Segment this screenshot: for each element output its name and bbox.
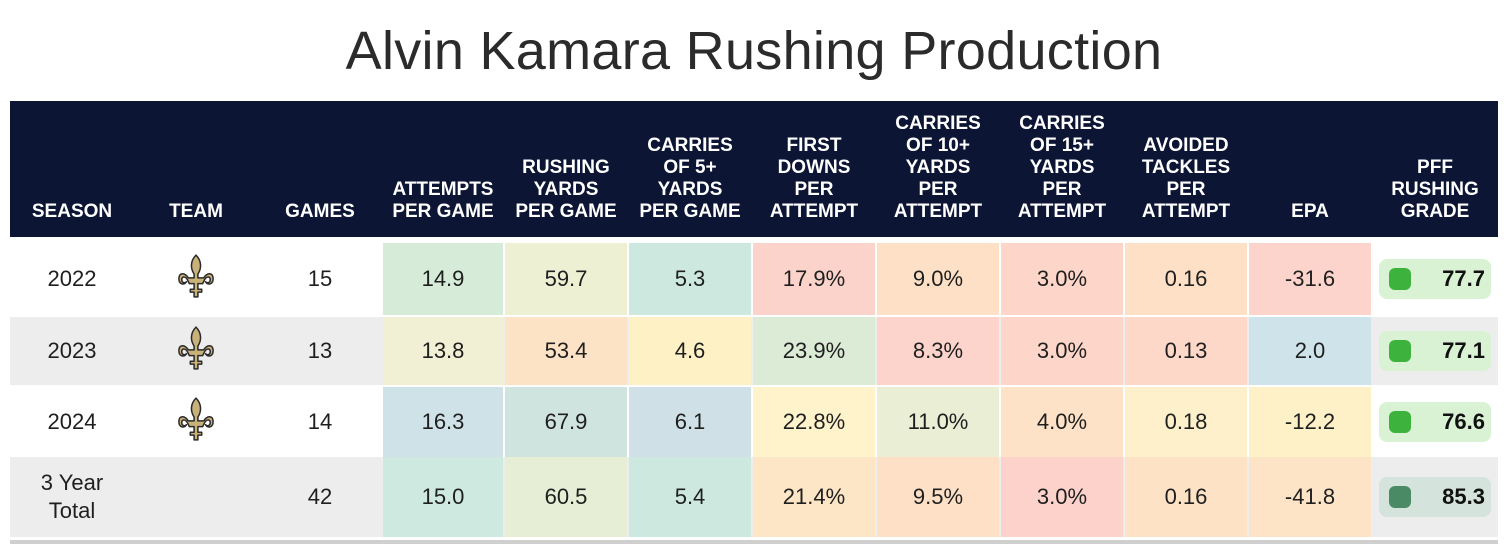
- grade-indicator-icon: [1389, 340, 1411, 362]
- stat-cell: 22.8%: [753, 387, 875, 457]
- stat-cell: 5.4: [629, 457, 751, 537]
- season-cell: 3 Year Total: [40, 470, 104, 523]
- stat-cell: 2.0: [1249, 317, 1371, 385]
- stat-cell: 3.0%: [1001, 243, 1123, 315]
- stat-cell: 5.3: [629, 243, 751, 315]
- season-cell: 2023: [47, 338, 97, 363]
- grade-value: 77.1: [1442, 338, 1485, 363]
- column-header: CARRIES OF 5+ YARDS PER GAME: [639, 135, 741, 222]
- grade-value: 76.6: [1442, 409, 1485, 434]
- stat-cell: 3.0%: [1001, 317, 1123, 385]
- stat-cell: 15.0: [383, 457, 503, 537]
- table-bottom-border: [10, 540, 1498, 544]
- column-header: CARRIES OF 15+ YARDS PER ATTEMPT: [1017, 113, 1107, 222]
- table-header: SEASON TEAM GAMES ATTEMPTS PER GAME RUSHING …: [10, 101, 1498, 237]
- grade-indicator-icon: [1389, 411, 1411, 433]
- column-header: TEAM: [169, 201, 223, 222]
- grade-value: 77.7: [1442, 266, 1485, 291]
- grade-cell: 85.3: [1372, 457, 1498, 537]
- table-row: 2022 15 14.9 59.7 5.3 17.9% 9.0% 3.0% 0.16 -31.6 7…: [10, 243, 1498, 315]
- stats-table: SEASON TEAM GAMES ATTEMPTS PER GAME RUSHING …: [10, 101, 1498, 537]
- season-cell: 2022: [47, 266, 97, 291]
- stat-cell: 8.3%: [877, 317, 999, 385]
- grade-cell: 76.6: [1372, 387, 1498, 457]
- stat-cell: -31.6: [1249, 243, 1371, 315]
- column-header: RUSHING YARDS PER GAME: [515, 157, 617, 222]
- column-header: PFF RUSHING GRADE: [1391, 157, 1479, 222]
- column-header: CARRIES OF 10+ YARDS PER ATTEMPT: [893, 113, 983, 222]
- stat-cell: -12.2: [1249, 387, 1371, 457]
- stat-cell: 0.13: [1125, 317, 1247, 385]
- column-header: GAMES: [285, 201, 355, 222]
- table-row: 2024 14 16.3 67.9 6.1 22.8% 11.0% 4.0% 0.18 -12.2…: [10, 387, 1498, 457]
- grade-indicator-icon: [1389, 486, 1411, 508]
- team-cell: [134, 457, 258, 537]
- column-header: EPA: [1291, 201, 1329, 222]
- games-cell: 15: [307, 266, 333, 291]
- column-header: FIRST DOWNS PER ATTEMPT: [769, 135, 859, 222]
- column-header: AVOIDED TACKLES PER ATTEMPT: [1141, 135, 1231, 222]
- stat-cell: 6.1: [629, 387, 751, 457]
- stat-cell: 17.9%: [753, 243, 875, 315]
- fleur-de-lis-icon: [177, 396, 215, 449]
- team-cell: [134, 387, 258, 457]
- stat-cell: 0.18: [1125, 387, 1247, 457]
- stat-cell: 67.9: [505, 387, 627, 457]
- grade-indicator-icon: [1389, 268, 1411, 290]
- stat-cell: 14.9: [383, 243, 503, 315]
- team-cell: [134, 317, 258, 385]
- table-row: 2023 13 13.8 53.4 4.6 23.9% 8.3% 3.0% 0.13 2.0 77.…: [10, 317, 1498, 385]
- games-cell: 14: [307, 409, 333, 434]
- fleur-de-lis-icon: [177, 253, 215, 306]
- team-cell: [134, 243, 258, 315]
- stat-cell: 4.0%: [1001, 387, 1123, 457]
- stat-cell: 9.5%: [877, 457, 999, 537]
- grade-value: 85.3: [1442, 484, 1485, 509]
- season-cell: 2024: [47, 409, 97, 434]
- grade-badge: 85.3: [1379, 477, 1491, 517]
- stat-cell: 13.8: [383, 317, 503, 385]
- stat-cell: 9.0%: [877, 243, 999, 315]
- games-cell: 13: [307, 338, 333, 363]
- table-row: 3 Year Total 42 15.0 60.5 5.4 21.4% 9.5% 3.0% 0.…: [10, 457, 1498, 537]
- stat-cell: 11.0%: [877, 387, 999, 457]
- stat-cell: 59.7: [505, 243, 627, 315]
- stat-cell: 21.4%: [753, 457, 875, 537]
- stat-cell: 4.6: [629, 317, 751, 385]
- grade-badge: 76.6: [1379, 402, 1491, 442]
- column-header: ATTEMPTS PER GAME: [392, 179, 494, 222]
- grade-badge: 77.7: [1379, 259, 1491, 299]
- stat-cell: 0.16: [1125, 457, 1247, 537]
- grade-cell: 77.1: [1372, 317, 1498, 385]
- column-header: SEASON: [31, 201, 113, 222]
- page-title: Alvin Kamara Rushing Production: [345, 21, 1163, 81]
- stat-cell: -41.8: [1249, 457, 1371, 537]
- games-cell: 42: [307, 484, 333, 509]
- grade-badge: 77.1: [1379, 331, 1491, 371]
- stat-cell: 53.4: [505, 317, 627, 385]
- grade-cell: 77.7: [1372, 243, 1498, 315]
- stat-cell: 60.5: [505, 457, 627, 537]
- stat-cell: 0.16: [1125, 243, 1247, 315]
- stat-cell: 16.3: [383, 387, 503, 457]
- stat-cell: 23.9%: [753, 317, 875, 385]
- fleur-de-lis-icon: [177, 325, 215, 378]
- stat-cell: 3.0%: [1001, 457, 1123, 537]
